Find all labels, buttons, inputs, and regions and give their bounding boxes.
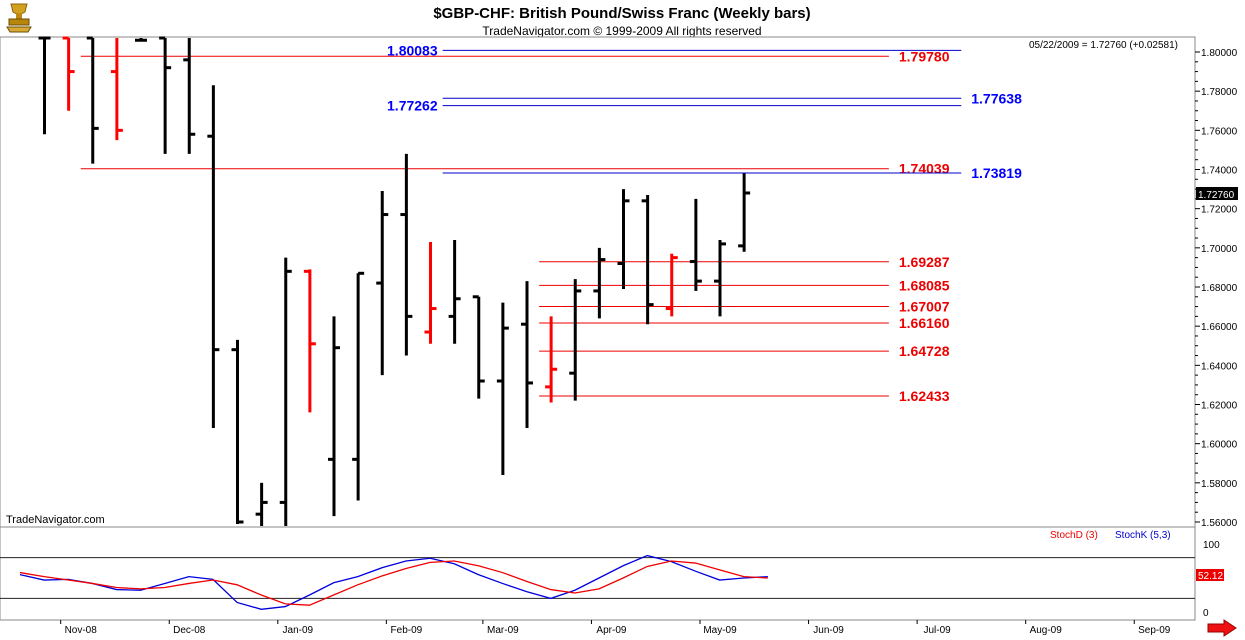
ohlc-bar — [183, 38, 196, 154]
ohlc-bar — [352, 271, 365, 501]
price-tick-label: 1.76000 — [1201, 126, 1238, 137]
date-axis: Nov-08 Dec-08 Jan-09 Feb-09 Mar-09 Apr-09 May-… — [60, 620, 1171, 636]
ohlc-bar — [496, 302, 509, 475]
ohlc-bars — [38, 36, 751, 526]
trophy-icon — [6, 3, 32, 33]
ohlc-bar — [424, 241, 437, 344]
level-label: 1.79780 — [899, 48, 950, 64]
ohlc-bar — [207, 85, 220, 428]
ohlc-bar — [86, 36, 99, 164]
current-price-box — [1196, 187, 1238, 200]
price-tick-label: 1.58000 — [1201, 479, 1238, 490]
level-label: 1.68085 — [899, 277, 950, 293]
stoch-series-line — [19, 560, 768, 606]
date-label: Nov-08 — [65, 625, 98, 636]
ohlc-bar — [135, 38, 147, 42]
price-tick-label: 1.68000 — [1201, 283, 1238, 294]
date-label: Jan-09 — [283, 625, 314, 636]
ohlc-bar — [714, 240, 726, 317]
ohlc-bar — [665, 253, 678, 317]
chart-title: $GBP-CHF: British Pound/Swiss Franc (Wee… — [433, 5, 810, 22]
date-label: May-09 — [703, 625, 737, 636]
ohlc-bar — [400, 153, 413, 356]
ohlc-bar — [521, 281, 533, 428]
ohlc-bar — [303, 269, 316, 413]
watermark: TradeNavigator.com — [6, 514, 105, 526]
stochk-legend: StochK (5,3) — [1115, 530, 1171, 541]
price-tick-label: 1.72000 — [1201, 205, 1238, 216]
chart-subtitle: TradeNavigator.com © 1999-2009 All right… — [482, 24, 761, 38]
ohlc-bar — [689, 198, 702, 291]
stoch-value-label: 52.12 — [1198, 571, 1223, 582]
ohlc-bar — [38, 36, 51, 135]
stochastic-panel: 100 0 — [0, 540, 1220, 619]
current-price-label: 1.72760 — [1198, 190, 1235, 201]
price-tick-label: 1.64000 — [1201, 361, 1238, 372]
stoch-value-box — [1196, 569, 1224, 581]
level-label: 1.69287 — [899, 254, 950, 270]
date-label: Apr-09 — [596, 625, 626, 636]
level-label: 1.64728 — [899, 343, 950, 359]
level-label: 1.77638 — [971, 90, 1022, 106]
date-label: Sep-09 — [1138, 625, 1171, 636]
price-tick-label: 1.78000 — [1201, 87, 1238, 98]
price-readout: 05/22/2009 = 1.72760 (+0.02581) — [1029, 40, 1178, 51]
date-label: Dec-08 — [173, 625, 206, 636]
price-tick-label: 1.66000 — [1201, 322, 1238, 333]
stochd-legend: StochD (3) — [1050, 530, 1098, 541]
price-tick-label: 1.60000 — [1201, 440, 1238, 451]
stoch-tick-label: 100 — [1203, 540, 1220, 551]
date-label: Aug-09 — [1030, 625, 1063, 636]
ohlc-bar — [448, 240, 461, 344]
level-label: 1.73819 — [971, 165, 1022, 181]
price-tick-label: 1.70000 — [1201, 244, 1238, 255]
price-tick-label: 1.74000 — [1201, 166, 1238, 177]
ohlc-bar — [617, 189, 630, 289]
ohlc-bar — [545, 316, 558, 403]
ohlc-bar — [231, 339, 244, 524]
price-tick-label: 1.56000 — [1201, 518, 1238, 529]
ohlc-bar — [738, 173, 751, 252]
date-label: Jun-09 — [813, 625, 844, 636]
scroll-right-arrow-icon[interactable] — [1207, 619, 1237, 637]
ohlc-bar — [376, 191, 389, 376]
ohlc-bar — [255, 482, 268, 526]
level-label: 1.67007 — [899, 298, 950, 314]
ohlc-bar — [279, 257, 292, 526]
ohlc-bar — [593, 247, 606, 319]
ohlc-bar — [569, 279, 582, 401]
price-tick-label: 1.62000 — [1201, 401, 1238, 412]
level-label: 1.62433 — [899, 388, 950, 404]
fib-levels: 1.80083 1.79780 1.77638 1.77262 1.74039 1.738… — [80, 42, 1022, 404]
ohlc-bar — [641, 194, 654, 325]
level-label: 1.77262 — [387, 98, 438, 114]
level-label: 1.66160 — [899, 315, 950, 331]
date-label: Jul-09 — [924, 625, 952, 636]
level-label: 1.80083 — [387, 42, 438, 58]
level-label: 1.74039 — [899, 161, 950, 177]
ohlc-bar — [110, 38, 123, 141]
ohlc-bar — [62, 36, 75, 111]
date-label: Mar-09 — [487, 625, 519, 636]
stoch-tick-label: 0 — [1203, 608, 1209, 619]
ohlc-bar — [328, 316, 340, 517]
price-tick-label: 1.80000 — [1201, 48, 1238, 59]
ohlc-bar — [159, 36, 172, 154]
date-label: Feb-09 — [391, 625, 423, 636]
ohlc-bar — [472, 295, 485, 399]
